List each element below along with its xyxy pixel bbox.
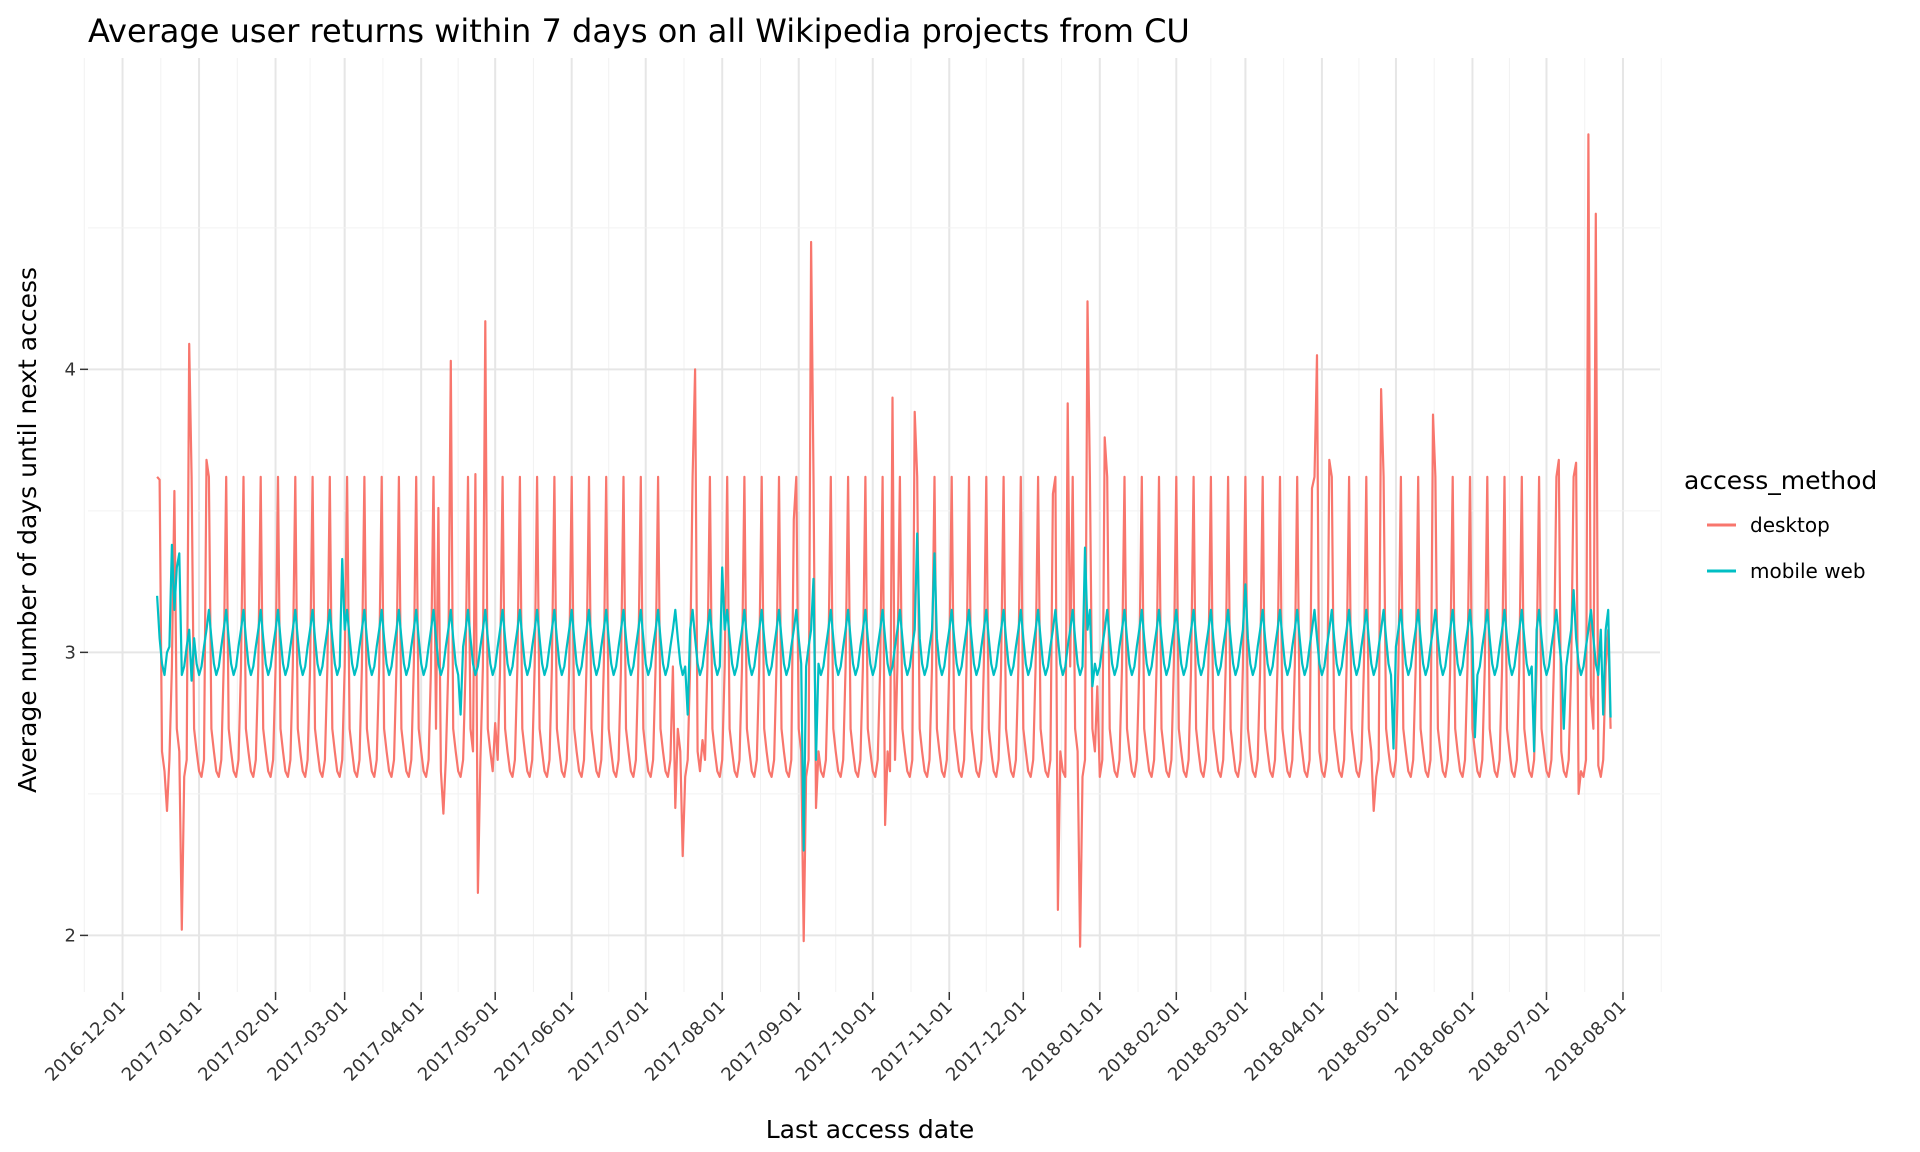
x-tick-label: 2017-12-01 (942, 997, 1031, 1086)
y-tick-label: 2 (65, 925, 76, 946)
x-tick-label: 2017-07-01 (564, 997, 653, 1086)
grid (83, 58, 1662, 992)
x-tick-label: 2016-12-01 (41, 997, 130, 1086)
x-tick-label: 2017-08-01 (641, 997, 730, 1086)
y-tick-label: 3 (65, 642, 76, 663)
series-line-mobile-web (156, 532, 1612, 852)
x-tick-label: 2018-01-01 (1019, 997, 1108, 1086)
series-line-desktop (156, 133, 1612, 948)
x-tick-label: 2018-07-01 (1465, 997, 1554, 1086)
legend-label-desktop: desktop (1750, 513, 1830, 537)
x-axis-title: Last access date (766, 1115, 975, 1144)
x-tick-label: 2017-01-01 (118, 997, 207, 1086)
y-axis-title: Average number of days until next access (13, 267, 42, 793)
x-axis: 2016-12-012017-01-012017-02-012017-03-01… (41, 992, 1631, 1086)
legend: access_method desktop mobile web (1684, 466, 1877, 583)
y-axis: 2 3 4 (65, 359, 88, 946)
x-tick-label: 2018-08-01 (1542, 997, 1631, 1086)
series-layer (156, 133, 1612, 948)
legend-title: access_method (1684, 466, 1877, 495)
plot-panel (88, 58, 1660, 992)
legend-label-mobile-web: mobile web (1750, 559, 1866, 583)
x-tick-label: 2018-05-01 (1315, 997, 1404, 1086)
chart-title: Average user returns within 7 days on al… (88, 12, 1190, 50)
x-tick-label: 2017-10-01 (792, 997, 881, 1086)
y-tick-label: 4 (65, 359, 76, 380)
x-tick-label: 2017-05-01 (414, 997, 503, 1086)
